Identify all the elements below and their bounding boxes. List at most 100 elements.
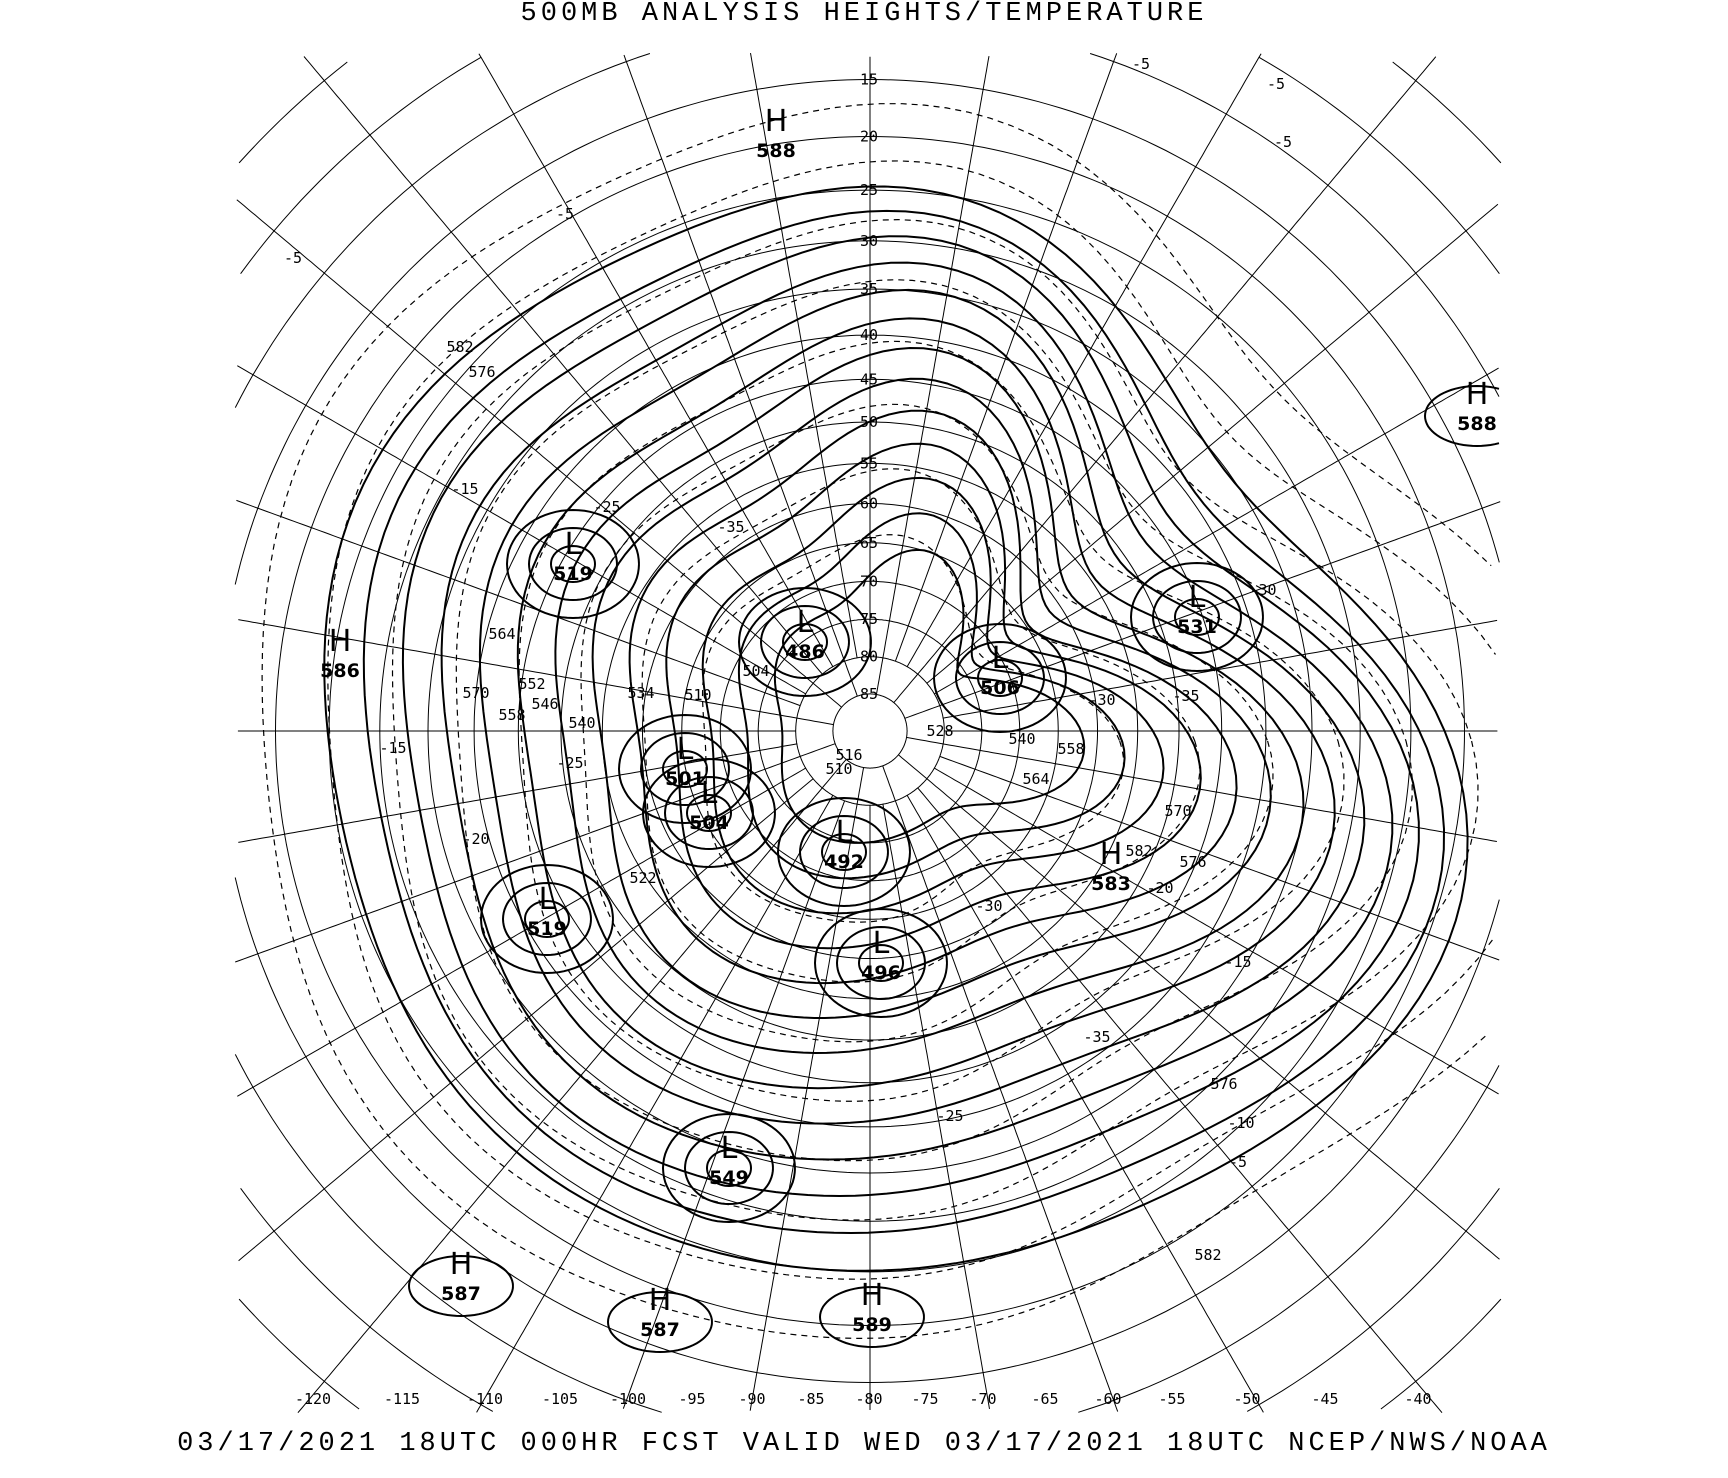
temperature-label: -5	[1267, 75, 1285, 93]
height-label: 576	[1179, 853, 1206, 871]
closed-high-contour	[407, 1254, 514, 1318]
closed-low-contour	[976, 658, 1023, 698]
center-value: 486	[785, 641, 825, 663]
latitude-circle	[832, 693, 908, 769]
temperature-contour	[580, 403, 1274, 1043]
meridian	[303, 56, 823, 675]
height-label: 546	[531, 695, 558, 713]
contour-labels: 15 20 25 30 35 40 45 50 55 60 65 70 75 80 85 582 576 564 5…	[284, 55, 1292, 1264]
longitude-label: -80	[855, 1390, 882, 1408]
meridian	[875, 56, 990, 695]
longitude-label: -100	[610, 1390, 646, 1408]
closed-low-contour	[639, 731, 730, 807]
height-label: 510	[684, 686, 711, 704]
height-contour	[554, 346, 1305, 1055]
meridian	[906, 736, 1497, 842]
closed-low-contour	[527, 526, 618, 602]
closed-low-contour	[820, 832, 867, 872]
closed-low-contour	[835, 925, 926, 1001]
temperature-label: -30	[975, 897, 1002, 915]
map-title: 500MB ANALYSIS HEIGHTS/TEMPERATURE	[520, 0, 1208, 29]
height-label: 570	[462, 684, 489, 702]
meridian	[749, 767, 865, 1411]
temperature-label: -20	[462, 830, 489, 848]
height-label: 582	[446, 338, 473, 356]
temperature-label: -30	[1088, 691, 1115, 709]
center-value: 583	[1091, 873, 1131, 895]
center-value: 588	[1457, 413, 1497, 435]
closed-low-contour	[661, 749, 708, 789]
closed-low-contour	[813, 907, 948, 1019]
meridian	[898, 754, 1500, 1260]
closed-low-contour	[1173, 597, 1220, 637]
closed-low-contour	[617, 713, 752, 825]
meridian	[934, 367, 1499, 695]
longitude-label: -45	[1311, 1390, 1338, 1408]
temperature-label: -25	[556, 754, 583, 772]
latitude-circle	[240, 56, 1500, 1412]
latitude-label: 85	[860, 685, 878, 703]
height-label: 540	[568, 714, 595, 732]
closed-low-contour	[954, 640, 1045, 716]
latitude-label: 35	[860, 280, 878, 298]
height-contour	[773, 548, 1086, 844]
latitude-label: 75	[860, 610, 878, 628]
closed-low-contour	[505, 508, 640, 620]
height-label: 504	[742, 662, 769, 680]
temperature-label: -15	[451, 480, 478, 498]
center-value: 492	[824, 851, 864, 873]
center-symbol: L	[873, 926, 890, 961]
closed-low-contour	[549, 544, 596, 584]
longitude-label: -85	[797, 1390, 824, 1408]
height-label: 576	[1210, 1075, 1237, 1093]
height-label: 516	[835, 746, 862, 764]
longitude-label: -60	[1094, 1390, 1121, 1408]
center-value: 589	[852, 1314, 892, 1336]
height-label: 582	[1194, 1246, 1221, 1264]
meridian	[238, 619, 834, 726]
height-contour	[478, 288, 1366, 1125]
center-symbol: L	[677, 732, 694, 767]
center-symbol: L	[1189, 580, 1206, 615]
center-symbol: H	[861, 1278, 884, 1313]
latitude-label: 60	[860, 495, 878, 513]
latitude-label: 55	[860, 454, 878, 472]
temperature-label: -35	[1172, 687, 1199, 705]
temperature-label: -10	[1227, 1114, 1254, 1132]
center-value: 549	[709, 1167, 749, 1189]
temperature-contour	[261, 103, 1492, 1340]
height-contour	[591, 377, 1272, 1019]
height-contour	[628, 409, 1238, 985]
height-contour	[362, 209, 1446, 1235]
temperature-label: -5	[556, 205, 574, 223]
temperature-label: -5	[1229, 1153, 1247, 1171]
center-value: 501	[665, 768, 705, 790]
latitude-label: 50	[860, 413, 878, 431]
temperature-label: -25	[936, 1107, 963, 1125]
temperature-contour	[327, 160, 1496, 1280]
center-value: 506	[980, 677, 1020, 699]
center-value: 519	[527, 918, 567, 940]
center-value: 587	[640, 1319, 680, 1341]
latitude-label: 30	[860, 232, 878, 250]
temperature-contours	[261, 103, 1496, 1340]
center-value: 531	[1177, 616, 1217, 638]
closed-high-contour	[1423, 384, 1500, 448]
center-symbol: H	[1466, 377, 1489, 412]
closed-low-contour	[776, 796, 911, 908]
center-symbol: H	[329, 624, 352, 659]
center-symbol: L	[797, 605, 814, 640]
meridian	[236, 499, 801, 707]
height-label: 528	[926, 722, 953, 740]
